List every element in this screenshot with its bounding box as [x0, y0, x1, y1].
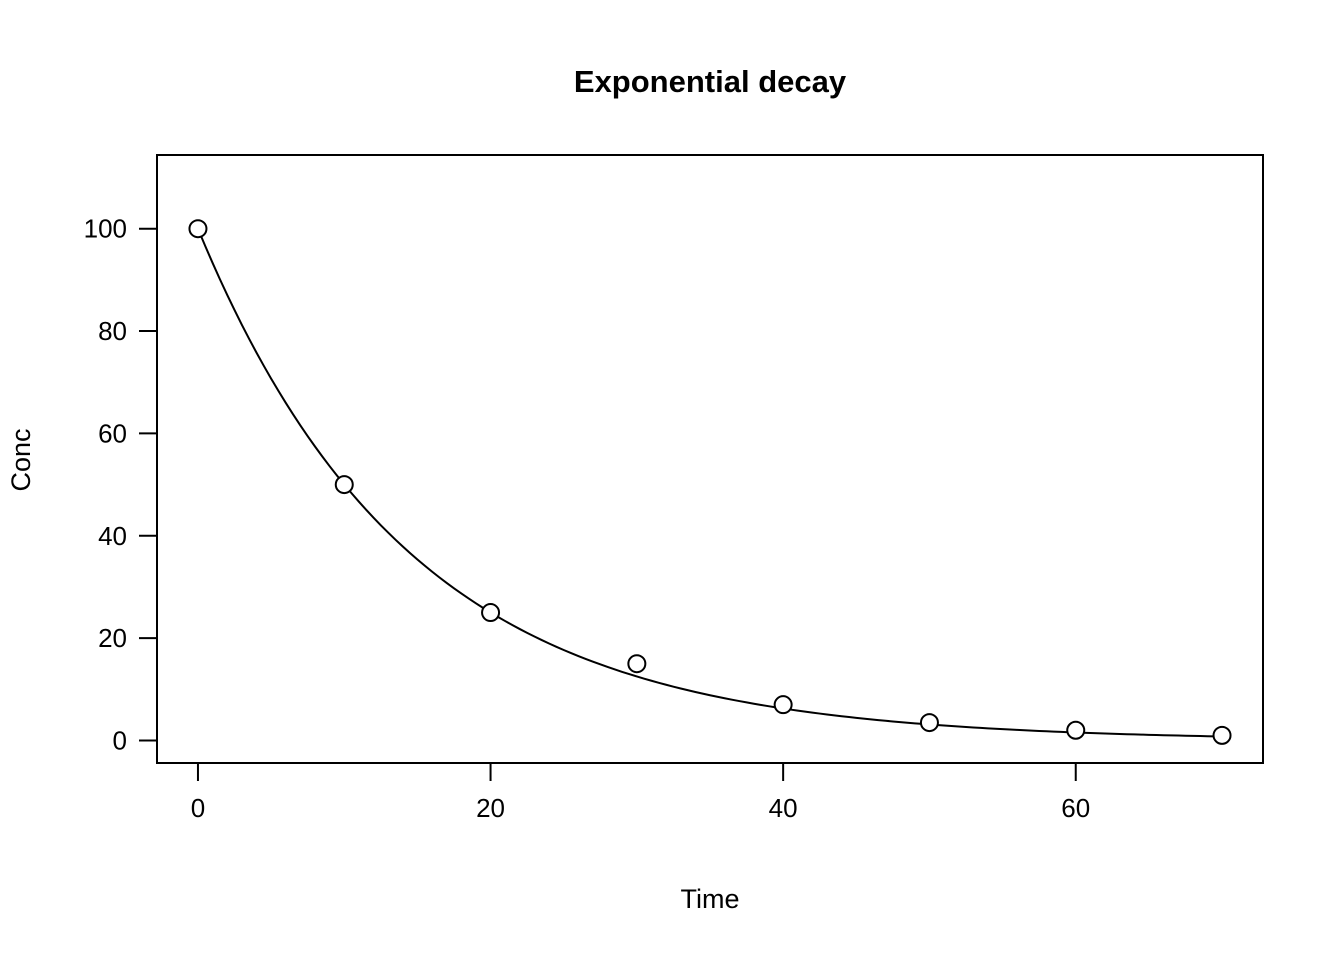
data-point [481, 603, 501, 623]
y-axis-label: Conc [6, 428, 36, 491]
y-tick-label: 100 [84, 214, 127, 244]
data-points [188, 219, 1232, 745]
data-point [773, 695, 793, 715]
y-tick-label: 20 [98, 623, 127, 653]
x-tick-label: 20 [476, 793, 505, 823]
exponential-fit-line [197, 228, 1223, 738]
data-point [1066, 720, 1086, 740]
data-point [188, 219, 208, 239]
y-tick-label: 80 [98, 316, 127, 346]
x-axis-label: Time [681, 884, 740, 914]
y-tick-label: 60 [98, 418, 127, 448]
chart-title: Exponential decay [574, 64, 847, 99]
x-axis-ticks: 0 20 40 60 [191, 763, 1090, 823]
x-tick-label: 0 [191, 793, 205, 823]
x-tick-label: 60 [1061, 793, 1090, 823]
y-axis-ticks: 0 20 40 60 80 100 [84, 214, 157, 755]
y-tick-label: 40 [98, 521, 127, 551]
data-point [1212, 725, 1232, 745]
y-tick-label: 0 [113, 725, 127, 755]
data-point [919, 713, 939, 733]
x-tick-label: 40 [769, 793, 798, 823]
data-point [334, 475, 354, 495]
data-point [627, 654, 647, 674]
plot-box [156, 154, 1264, 764]
fitted-curve [197, 228, 1223, 738]
